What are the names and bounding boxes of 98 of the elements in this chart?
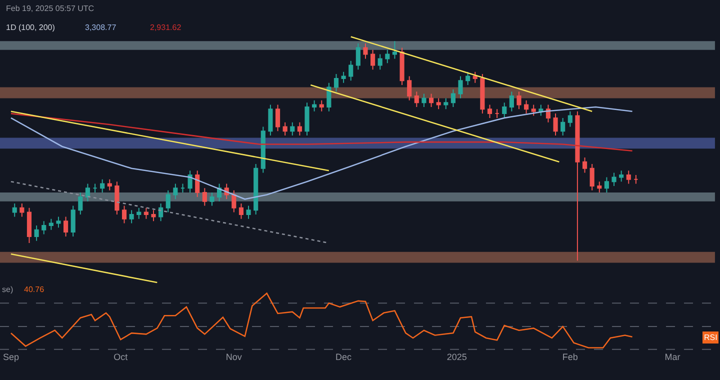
candlestick: [282, 122, 288, 136]
candlestick: [158, 203, 164, 222]
candlestick: [582, 156, 588, 174]
candlestick: [129, 210, 134, 224]
candlestick: [378, 54, 382, 70]
candlestick: [144, 207, 148, 220]
candlestick: [444, 98, 448, 110]
x-tick-label: Dec: [336, 352, 352, 362]
annotation: se): [2, 285, 14, 294]
candlestick: [275, 104, 280, 132]
candlestick: [458, 76, 463, 99]
candlestick: [414, 91, 419, 108]
candlestick: [92, 183, 98, 194]
candlestick: [180, 183, 186, 194]
candlestick: [385, 49, 390, 64]
candlestick: [12, 203, 17, 218]
candlestick: [173, 183, 178, 200]
annotation: 40.76: [24, 285, 45, 294]
candlestick: [254, 164, 258, 216]
candlestick: [450, 88, 456, 108]
candlestick: [604, 176, 609, 194]
candlestick: [64, 216, 68, 237]
candlestick: [202, 188, 207, 206]
candlestick: [466, 71, 470, 86]
candlestick: [612, 172, 616, 186]
candlestick: [151, 210, 156, 222]
candlestick: [188, 170, 192, 194]
candlestick: [392, 40, 398, 60]
x-tick-label: Sep: [2, 352, 19, 362]
text: 3,308.77: [85, 23, 117, 32]
candlestick: [524, 100, 529, 114]
candlestick: [297, 122, 302, 136]
candlestick: [326, 82, 332, 112]
candlestick: [195, 170, 200, 198]
text: 2,931.62: [150, 23, 182, 32]
candlestick: [42, 220, 46, 235]
candlestick: [232, 190, 236, 213]
candlestick: [436, 98, 441, 110]
candlestick: [238, 203, 244, 220]
candlestick: [487, 104, 492, 118]
candlestick: [553, 113, 558, 136]
candlestick: [472, 71, 478, 84]
candlestick: [502, 102, 507, 118]
candlestick: [590, 164, 594, 191]
candlestick: [422, 93, 426, 108]
candlestick: [312, 100, 317, 112]
candlestick: [356, 42, 360, 70]
candlestick: [407, 76, 412, 101]
candlestick: [34, 224, 39, 242]
x-tick-label: Nov: [226, 352, 242, 362]
candlestick: [538, 104, 544, 116]
candlestick: [334, 74, 339, 92]
x-tick-label: Feb: [562, 352, 578, 362]
candlestick: [166, 190, 170, 213]
candlestick: [122, 205, 127, 224]
candlestick: [114, 181, 120, 216]
candlestick: [70, 205, 76, 237]
x-tick-label: Mar: [664, 352, 680, 362]
x-tick-label: Oct: [114, 352, 128, 362]
candlestick: [575, 110, 580, 262]
candlestick: [20, 203, 24, 218]
candlestick: [531, 104, 536, 116]
candlestick: [78, 192, 83, 216]
x-tick-label: 2025: [446, 352, 467, 362]
candlestick: [509, 91, 514, 112]
text: Feb 19, 2025 05:57 UTC: [6, 4, 94, 13]
candlestick: [26, 207, 32, 244]
candlestick: [568, 110, 572, 128]
candlestick: [363, 42, 368, 60]
candlestick: [100, 178, 105, 194]
candlestick: [268, 104, 273, 136]
candlestick: [546, 104, 551, 123]
candlestick: [210, 192, 214, 206]
candlestick: [136, 207, 142, 220]
candlestick: [341, 71, 346, 84]
candlestick: [246, 205, 251, 220]
candlestick: [597, 181, 602, 194]
candlestick: [260, 126, 266, 174]
candlestick: [626, 170, 631, 184]
candlestick: [494, 108, 500, 118]
candlestick: [428, 93, 434, 108]
candlestick: [370, 49, 376, 70]
text: 1D (100, 200): [6, 23, 56, 32]
candlestick: [634, 174, 638, 184]
candlestick: [619, 170, 624, 182]
candlestick: [400, 47, 404, 86]
candlestick: [48, 218, 54, 230]
candlestick: [56, 216, 61, 228]
candlestick: [85, 183, 90, 202]
annotation: RSI: [704, 333, 718, 342]
candlestick: [290, 122, 295, 136]
candlestick: [304, 102, 310, 136]
candlestick: [107, 178, 112, 191]
candlestick: [480, 74, 485, 114]
candlestick: [516, 91, 522, 110]
candlestick: [319, 100, 324, 112]
candlestick: [348, 60, 354, 82]
candlestick: [560, 117, 566, 136]
